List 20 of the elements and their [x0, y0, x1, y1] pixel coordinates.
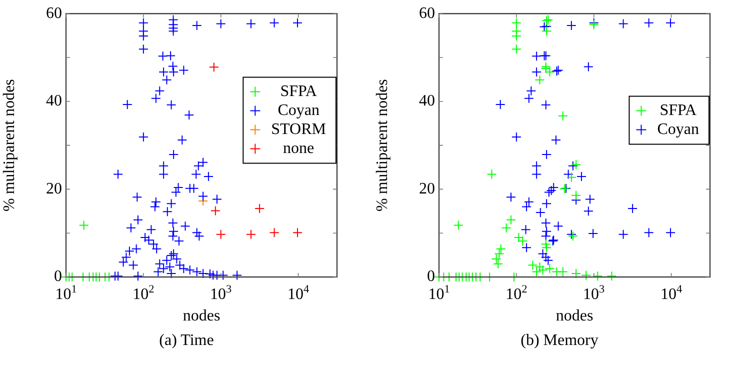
legend-label: none: [283, 140, 314, 158]
y-axis-title: % multiparent nodes: [0, 79, 18, 212]
legend-label: SFPA: [660, 102, 697, 120]
text: (a) Time: [158, 332, 215, 350]
y-tick-label: 40: [419, 92, 435, 110]
y-tick-label: 60: [46, 4, 62, 22]
x-axis-title: nodes: [556, 308, 594, 325]
y-tick-label: 20: [419, 180, 435, 198]
legend-label: Coyan: [278, 102, 320, 120]
y-tick-label: 60: [419, 4, 435, 22]
legend-label: Coyan: [657, 121, 700, 138]
y-tick-label: 20: [46, 180, 62, 198]
y-axis-title: % multiparent nodes: [374, 79, 391, 212]
x-axis-title: nodes: [182, 308, 220, 325]
legend-label: SFPA: [280, 83, 318, 100]
y-tick-label: 0: [54, 268, 62, 286]
text: (b) Memory: [520, 332, 600, 350]
legend-label: STORM: [271, 121, 326, 138]
y-tick-label: 0: [427, 268, 435, 286]
y-tick-label: 40: [46, 92, 62, 110]
